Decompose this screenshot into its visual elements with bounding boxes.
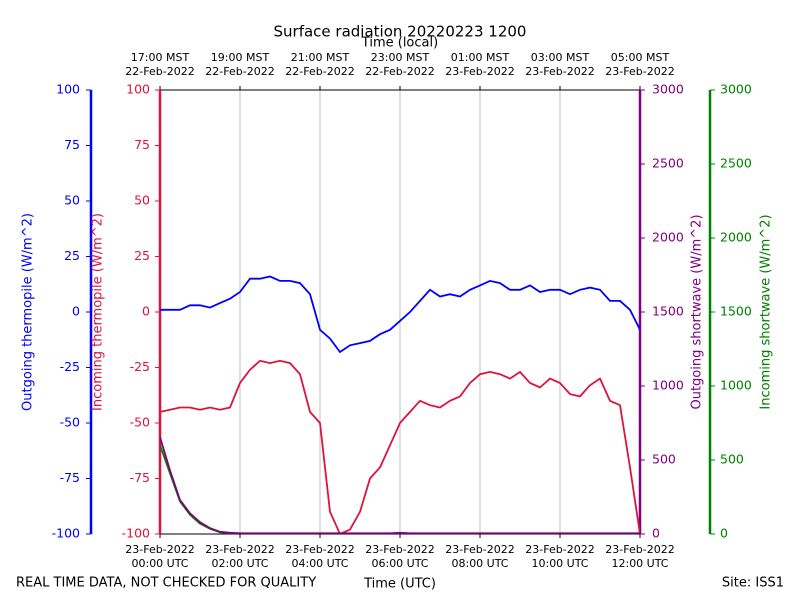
x2-tick-label-line: 23-Feb-2022 bbox=[605, 65, 674, 78]
x2-tick-label-line: 23-Feb-2022 bbox=[525, 65, 594, 78]
x-tick-label-line: 23-Feb-2022 bbox=[365, 543, 434, 556]
x2-tick-label-line: 22-Feb-2022 bbox=[205, 65, 274, 78]
x-tick-label: 23-Feb-2022 04:00 UTC bbox=[285, 543, 354, 570]
y-tick-label: -50 bbox=[60, 415, 80, 430]
y-axis-title: Incoming thermopile (W/m^2) bbox=[91, 213, 106, 411]
x2-tick-label-line: 23-Feb-2022 bbox=[445, 65, 514, 78]
x-tick-label: 23-Feb-2022 02:00 UTC bbox=[205, 543, 274, 570]
y-tick-label: 25 bbox=[64, 248, 80, 263]
x-tick-label-line: 23-Feb-2022 bbox=[445, 543, 514, 556]
y-axis-title: Outgoing thermopile (W/m^2) bbox=[21, 213, 36, 411]
y-tick-label: 3000 bbox=[652, 82, 684, 97]
x-tick-label-line: 06:00 UTC bbox=[371, 557, 428, 570]
x-tick-label-line: 04:00 UTC bbox=[291, 557, 348, 570]
x2-tick-label-line: 05:00 MST bbox=[611, 51, 670, 64]
x2-tick-label-line: 03:00 MST bbox=[531, 51, 590, 64]
series-line bbox=[160, 359, 640, 534]
y-tick-label: 0 bbox=[142, 304, 150, 319]
y-tick-label: -100 bbox=[52, 526, 80, 541]
x2-tick-label: 21:00 MST 22-Feb-2022 bbox=[285, 51, 354, 78]
y-axis-title: Incoming shortwave (W/m^2) bbox=[759, 214, 774, 409]
y-tick-label: 50 bbox=[134, 193, 150, 208]
y-tick-label: 1000 bbox=[652, 378, 684, 393]
x-tick-label-line: 12:00 UTC bbox=[611, 557, 668, 570]
x2-tick-label-line: 22-Feb-2022 bbox=[125, 65, 194, 78]
x-tick-label-line: 02:00 UTC bbox=[211, 557, 268, 570]
y-tick-label: 2000 bbox=[652, 230, 684, 245]
y-tick-label: 25 bbox=[134, 248, 150, 263]
y-tick-label: 75 bbox=[134, 137, 150, 152]
y-tick-label: 1500 bbox=[652, 304, 684, 319]
x-tick-label-line: 08:00 UTC bbox=[451, 557, 508, 570]
x2-tick-label-line: 01:00 MST bbox=[451, 51, 510, 64]
x2-tick-label-line: 22-Feb-2022 bbox=[365, 65, 434, 78]
x-tick-label: 23-Feb-2022 12:00 UTC bbox=[605, 543, 674, 570]
series-line bbox=[160, 275, 640, 354]
y-tick-label: 75 bbox=[64, 137, 80, 152]
y-tick-label: -75 bbox=[130, 470, 150, 485]
y-tick-label: 2500 bbox=[720, 156, 752, 171]
x2-tick-label: 05:00 MST 23-Feb-2022 bbox=[605, 51, 674, 78]
x-tick-label: 23-Feb-2022 08:00 UTC bbox=[445, 543, 514, 570]
x-tick-label-line: 23-Feb-2022 bbox=[525, 543, 594, 556]
y-tick-label: 500 bbox=[720, 452, 744, 467]
x2-tick-label-line: 19:00 MST bbox=[211, 51, 270, 64]
y-tick-label: 2000 bbox=[720, 230, 752, 245]
x-tick-label: 23-Feb-2022 00:00 UTC bbox=[125, 543, 194, 570]
x-tick-label-line: 23-Feb-2022 bbox=[605, 543, 674, 556]
y-tick-label: 0 bbox=[652, 526, 660, 541]
chart-title: Surface radiation 20220223 1200 bbox=[274, 23, 527, 41]
y-tick-label: 100 bbox=[56, 82, 80, 97]
x2-tick-label: 03:00 MST 23-Feb-2022 bbox=[525, 51, 594, 78]
y-tick-label: 500 bbox=[652, 452, 676, 467]
x2-tick-label: 23:00 MST 22-Feb-2022 bbox=[365, 51, 434, 78]
x-tick-label-line: 23-Feb-2022 bbox=[205, 543, 274, 556]
y-tick-label: -100 bbox=[122, 526, 150, 541]
x-tick-label: 23-Feb-2022 06:00 UTC bbox=[365, 543, 434, 570]
y-tick-label: 1500 bbox=[720, 304, 752, 319]
y-tick-label: -50 bbox=[130, 415, 150, 430]
site-label: Site: ISS1 bbox=[722, 576, 784, 591]
y-tick-label: -25 bbox=[60, 359, 80, 374]
quality-note: REAL TIME DATA, NOT CHECKED FOR QUALITY bbox=[16, 576, 316, 591]
x2-tick-label-line: 17:00 MST bbox=[131, 51, 190, 64]
x-tick-label-line: 23-Feb-2022 bbox=[285, 543, 354, 556]
y-tick-label: 0 bbox=[720, 526, 728, 541]
x-tick-label-line: 23-Feb-2022 bbox=[125, 543, 194, 556]
y-tick-label: 1000 bbox=[720, 378, 752, 393]
x-axis-title: Time (UTC) bbox=[363, 577, 436, 592]
x2-tick-label-line: 23:00 MST bbox=[371, 51, 430, 64]
series-line bbox=[160, 436, 640, 534]
x2-tick-label-line: 21:00 MST bbox=[291, 51, 350, 64]
y-tick-label: 2500 bbox=[652, 156, 684, 171]
y-tick-label: 3000 bbox=[720, 82, 752, 97]
x-tick-label-line: 10:00 UTC bbox=[531, 557, 588, 570]
y-axis-title: Outgoing shortwave (W/m^2) bbox=[690, 214, 705, 409]
x2-tick-label: 19:00 MST 22-Feb-2022 bbox=[205, 51, 274, 78]
x-tick-label-line: 00:00 UTC bbox=[131, 557, 188, 570]
y-tick-label: -25 bbox=[130, 359, 150, 374]
x2-tick-label-line: 22-Feb-2022 bbox=[285, 65, 354, 78]
y-tick-label: -75 bbox=[60, 470, 80, 485]
x2-tick-label: 17:00 MST 22-Feb-2022 bbox=[125, 51, 194, 78]
x2-axis-title: Time (local) bbox=[361, 36, 438, 51]
y-tick-label: 0 bbox=[72, 304, 80, 319]
y-tick-label: 50 bbox=[64, 193, 80, 208]
y-tick-label: 100 bbox=[126, 82, 150, 97]
x2-tick-label: 01:00 MST 23-Feb-2022 bbox=[445, 51, 514, 78]
x-tick-label: 23-Feb-2022 10:00 UTC bbox=[525, 543, 594, 570]
